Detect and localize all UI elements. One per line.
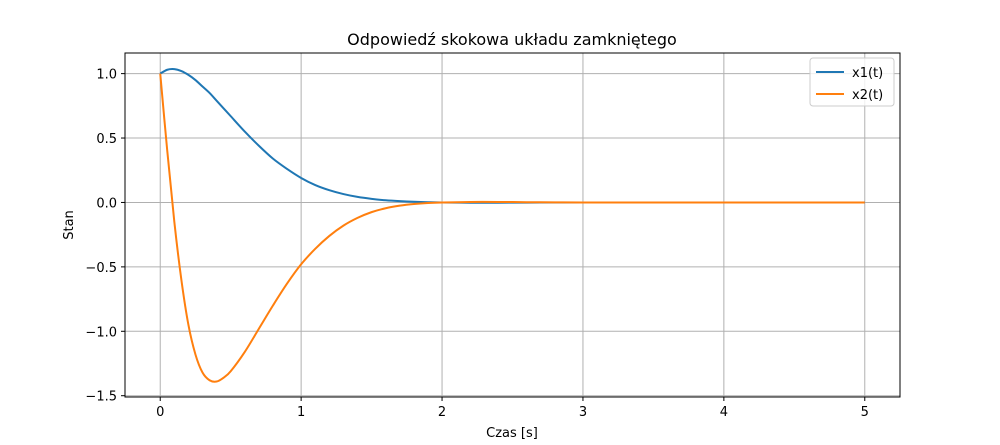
x-tick-label: 1 bbox=[297, 405, 305, 420]
legend: x1(t) x2(t) bbox=[809, 57, 895, 107]
x-tick-label: 0 bbox=[156, 405, 164, 420]
y-tick-label: 0.0 bbox=[96, 196, 117, 211]
x-tick-label: 5 bbox=[861, 405, 869, 420]
y-tick-label: −0.5 bbox=[85, 261, 117, 276]
y-tick-label: −1.0 bbox=[85, 325, 117, 340]
y-tick-label: 1.0 bbox=[96, 68, 117, 83]
x-tick-label: 4 bbox=[720, 405, 728, 420]
legend-label: x1(t) bbox=[852, 66, 883, 81]
x-tick-label: 3 bbox=[579, 405, 587, 420]
x-axis-label: Czas [s] bbox=[486, 426, 538, 441]
y-tick-label: 0.5 bbox=[96, 132, 117, 147]
grid bbox=[125, 53, 900, 397]
y-axis-label: Stan bbox=[62, 210, 77, 240]
chart-title: Odpowiedź skokowa układu zamkniętego bbox=[347, 30, 677, 49]
y-tick-label: −1.5 bbox=[85, 390, 117, 405]
x-tick-label: 2 bbox=[438, 405, 446, 420]
legend-label: x2(t) bbox=[852, 88, 883, 103]
series-line-2 bbox=[159, 73, 865, 383]
ticks: 0 1 2 3 4 5 1.0 0.5 0.0 −0.5 −1.0 −1.5 bbox=[85, 68, 868, 420]
series-layer bbox=[159, 68, 865, 383]
plot-frame bbox=[124, 52, 901, 398]
